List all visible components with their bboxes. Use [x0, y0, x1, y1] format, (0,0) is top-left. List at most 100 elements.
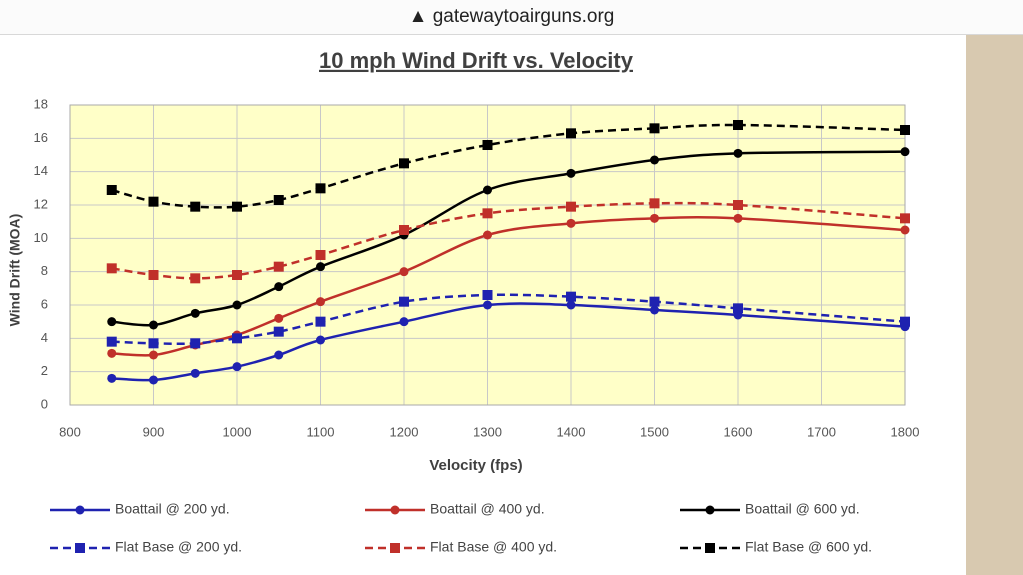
marker: [106, 185, 117, 195]
legend-marker: [705, 543, 715, 553]
x-tick-label: 1700: [807, 424, 836, 439]
url[interactable]: ▲ gatewaytoairguns.org: [408, 6, 615, 27]
marker: [900, 225, 910, 235]
marker: [190, 338, 201, 349]
legend-label: Flat Base @ 600 yd.: [745, 539, 872, 555]
marker: [649, 296, 660, 307]
marker: [482, 208, 493, 219]
y-tick-label: 18: [34, 96, 48, 111]
chart: 10 mph Wind Drift vs. Velocity Velocity …: [0, 35, 966, 573]
marker: [315, 183, 326, 194]
y-tick-label: 8: [41, 263, 48, 278]
marker: [274, 350, 284, 360]
marker: [399, 296, 409, 307]
y-axis-label: Wind Drift (MOA): [7, 214, 23, 327]
x-tick-label: 1000: [223, 424, 252, 439]
marker: [483, 185, 492, 195]
marker: [232, 333, 242, 344]
legend-label: Boattail @ 200 yd.: [115, 501, 230, 517]
marker: [399, 267, 409, 277]
marker: [482, 140, 493, 150]
marker: [190, 201, 201, 212]
marker: [107, 348, 117, 358]
marker: [274, 282, 284, 292]
marker: [273, 261, 284, 272]
y-tick-label: 6: [41, 296, 48, 311]
y-tick-label: 4: [41, 330, 48, 345]
y-tick-label: 0: [41, 396, 48, 411]
marker: [273, 326, 284, 337]
x-tick-label: 1500: [640, 424, 669, 439]
marker: [649, 123, 660, 134]
marker: [650, 213, 659, 223]
marker: [399, 225, 409, 235]
y-tick-label: 2: [41, 363, 48, 378]
marker: [148, 196, 159, 207]
side-panel: [966, 35, 1023, 575]
marker: [900, 213, 910, 224]
marker: [566, 201, 576, 212]
marker: [232, 362, 242, 372]
marker: [315, 316, 326, 327]
x-tick-label: 800: [59, 424, 81, 439]
x-axis-label: Velocity (fps): [429, 457, 522, 474]
marker: [566, 300, 576, 310]
marker: [316, 262, 325, 272]
marker: [190, 273, 201, 284]
marker: [106, 336, 117, 347]
x-tick-label: 1200: [390, 424, 419, 439]
marker: [106, 263, 117, 274]
marker: [399, 158, 409, 169]
marker: [566, 291, 576, 302]
legend-label: Flat Base @ 400 yd.: [430, 539, 557, 555]
marker: [232, 300, 242, 310]
marker: [733, 303, 743, 314]
marker: [149, 375, 158, 385]
x-tick-label: 1800: [891, 424, 920, 439]
marker: [733, 120, 743, 130]
marker: [148, 270, 159, 280]
marker: [733, 200, 743, 210]
marker: [566, 128, 576, 139]
marker: [900, 147, 910, 157]
legend-marker: [75, 543, 85, 553]
marker: [316, 297, 325, 307]
marker: [149, 350, 158, 360]
marker: [107, 373, 117, 383]
chart-title: 10 mph Wind Drift vs. Velocity: [319, 48, 634, 73]
marker: [274, 313, 284, 323]
x-tick-label: 1600: [724, 424, 753, 439]
legend-marker: [705, 505, 715, 515]
marker: [232, 270, 242, 280]
marker: [190, 368, 200, 378]
y-tick-label: 10: [34, 230, 48, 245]
marker: [232, 201, 242, 212]
x-tick-label: 900: [143, 424, 165, 439]
marker: [566, 218, 576, 228]
x-tick-label: 1100: [307, 424, 335, 439]
marker: [107, 317, 117, 327]
legend-label: Flat Base @ 200 yd.: [115, 539, 242, 555]
marker: [273, 195, 284, 205]
marker: [650, 155, 659, 165]
browser-bar: ▲ gatewaytoairguns.org: [0, 0, 1023, 35]
y-tick-label: 16: [34, 130, 48, 145]
plot-border: [69, 104, 906, 406]
x-tick-label: 1400: [557, 424, 586, 439]
y-tick-label: 12: [34, 196, 48, 211]
marker: [148, 338, 159, 349]
legend-marker: [390, 505, 400, 515]
marker: [190, 308, 200, 318]
legend-marker: [75, 505, 85, 515]
marker: [566, 168, 576, 178]
marker: [483, 230, 492, 240]
marker: [483, 300, 492, 310]
legend-label: Boattail @ 600 yd.: [745, 501, 860, 517]
marker: [649, 198, 660, 209]
x-tick-label: 1300: [473, 424, 502, 439]
marker: [650, 305, 659, 315]
marker: [399, 317, 409, 327]
legend-marker: [390, 543, 400, 553]
marker: [900, 125, 910, 135]
